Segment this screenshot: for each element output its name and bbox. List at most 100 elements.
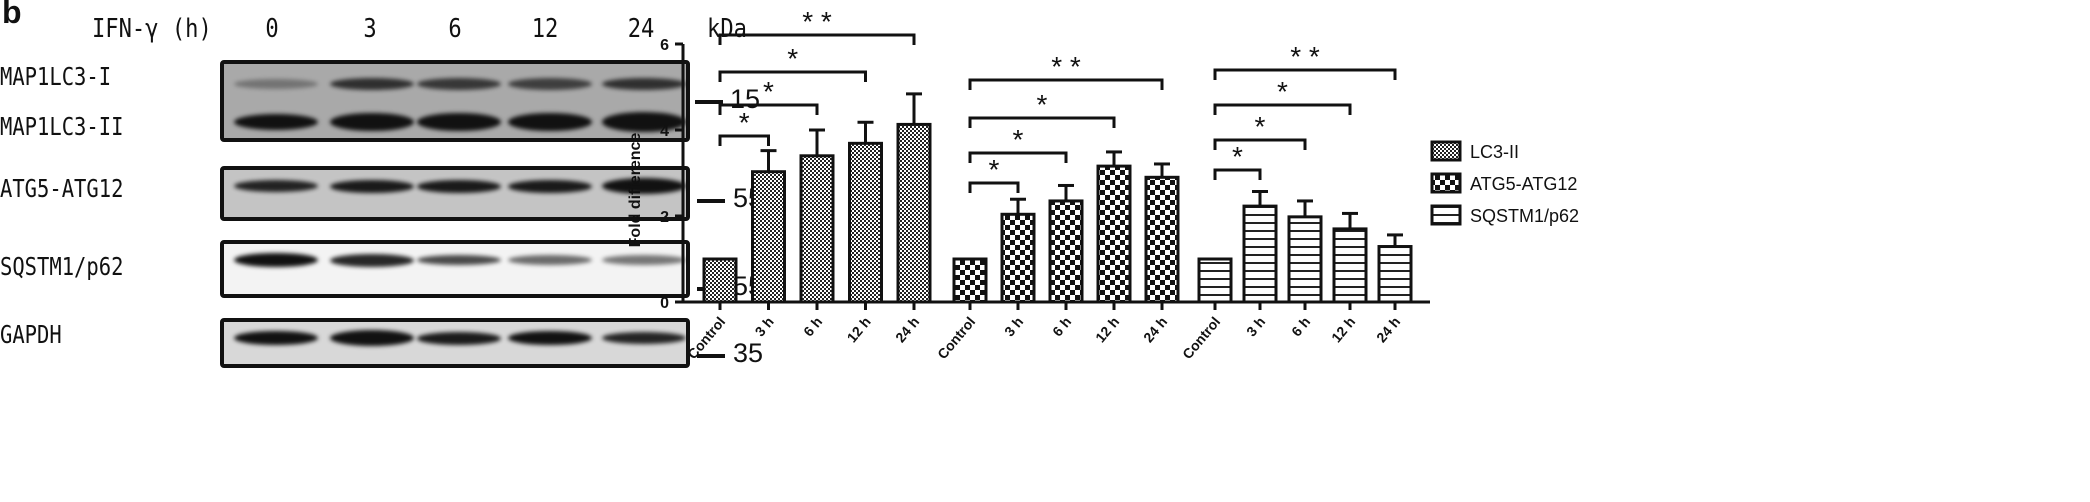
significance-bracket xyxy=(1213,138,1307,150)
bar xyxy=(1242,204,1278,304)
significance-bracket xyxy=(1213,68,1397,80)
x-tick-label: Control xyxy=(1179,314,1223,362)
protein-band xyxy=(417,179,501,193)
marker-label: 35 xyxy=(733,338,764,368)
significance-label: * xyxy=(763,76,774,107)
x-tick-label: 12 h xyxy=(1328,314,1358,346)
y-tick-label: 4 xyxy=(660,123,669,140)
bar xyxy=(848,141,883,304)
legend-label: SQSTM1/p62 xyxy=(1470,206,1579,226)
y-axis-label: Fold difference xyxy=(627,133,644,248)
bar xyxy=(1287,215,1323,304)
x-tick-label: 24 h xyxy=(1373,314,1403,346)
significance-label: * xyxy=(787,43,798,74)
protein-band xyxy=(602,332,686,344)
row-label-p62: SQSTM1/p62 xyxy=(0,252,124,281)
protein-band xyxy=(234,79,318,89)
x-tick-label: 24 h xyxy=(1140,314,1170,346)
blot-atg5-atg12 xyxy=(220,166,690,221)
protein-band xyxy=(417,331,501,345)
row-label-lc3-i: MAP1LC3-I xyxy=(0,62,112,91)
protein-band xyxy=(234,331,318,345)
bar xyxy=(1332,227,1368,304)
x-tick-label: Control xyxy=(684,314,728,362)
significance-label: * xyxy=(739,107,750,138)
x-tick-label: 6 h xyxy=(1288,314,1313,340)
protein-band xyxy=(234,180,318,192)
significance-label: * xyxy=(1277,76,1288,107)
marker-tick xyxy=(695,100,723,104)
significance-bracket xyxy=(1213,103,1352,115)
bar xyxy=(751,170,786,304)
protein-band xyxy=(602,112,686,132)
legend-swatch xyxy=(1430,204,1462,226)
significance-bracket xyxy=(968,181,1020,193)
x-tick-label: 12 h xyxy=(1092,314,1122,346)
significance-label: * * xyxy=(802,6,832,37)
treatment-label: IFN-γ (h) xyxy=(92,14,212,44)
significance-label: * xyxy=(1037,89,1048,120)
protein-band xyxy=(330,253,414,267)
x-tick-label: 3 h xyxy=(752,314,777,340)
significance-bracket xyxy=(718,33,916,45)
bar xyxy=(1096,164,1132,304)
unit-label: kDa xyxy=(707,14,747,44)
significance-bracket xyxy=(718,103,819,115)
bar xyxy=(1377,245,1413,304)
x-tick-label: Control xyxy=(934,314,978,362)
bar xyxy=(702,257,738,304)
protein-band xyxy=(508,78,592,90)
lane-label: 24 xyxy=(627,14,655,44)
significance-bracket xyxy=(968,78,1164,90)
significance-label: * * xyxy=(1290,41,1320,72)
row-label-gapdh: GAPDH xyxy=(0,320,62,349)
bar xyxy=(1197,257,1233,304)
protein-band xyxy=(602,178,686,194)
lane-label: 0 xyxy=(265,14,279,44)
significance-label: * * xyxy=(1051,51,1081,82)
protein-band xyxy=(330,78,414,90)
significance-label: * xyxy=(1232,141,1243,172)
significance-bracket xyxy=(718,134,770,146)
lane-label: 6 xyxy=(448,14,462,44)
y-tick-label: 6 xyxy=(660,37,669,54)
x-tick-label: 6 h xyxy=(800,314,825,340)
x-tick-label: 24 h xyxy=(892,314,922,346)
marker-label: 15 xyxy=(730,84,761,114)
significance-bracket xyxy=(968,151,1068,163)
bar xyxy=(952,257,988,304)
lane-label: 3 xyxy=(363,14,377,44)
bar xyxy=(896,122,932,304)
bar xyxy=(1048,199,1084,304)
significance-label: * xyxy=(1255,111,1266,142)
protein-band xyxy=(602,78,686,90)
x-tick-label: 12 h xyxy=(844,314,874,346)
row-label-lc3-ii: MAP1LC3-II xyxy=(0,112,124,141)
protein-band xyxy=(234,114,318,130)
y-tick-label: 2 xyxy=(660,209,669,226)
panel-label: b xyxy=(2,0,22,30)
blot-lc3 xyxy=(220,60,690,142)
protein-band xyxy=(417,78,501,90)
legend-label: ATG5-ATG12 xyxy=(1470,174,1577,194)
protein-band xyxy=(602,255,686,265)
marker-tick xyxy=(697,199,725,203)
protein-band xyxy=(330,179,414,193)
row-label-atg5: ATG5-ATG12 xyxy=(0,174,124,203)
significance-bracket xyxy=(968,116,1116,128)
significance-bracket xyxy=(718,70,867,82)
significance-label: * xyxy=(1013,124,1024,155)
protein-band xyxy=(234,253,318,267)
significance-label: * xyxy=(989,154,1000,185)
protein-band xyxy=(330,330,414,346)
protein-band xyxy=(417,113,501,131)
blot-p62 xyxy=(220,240,690,298)
x-tick-label: 3 h xyxy=(1001,314,1026,340)
x-tick-label: 6 h xyxy=(1049,314,1074,340)
protein-band xyxy=(508,331,592,345)
